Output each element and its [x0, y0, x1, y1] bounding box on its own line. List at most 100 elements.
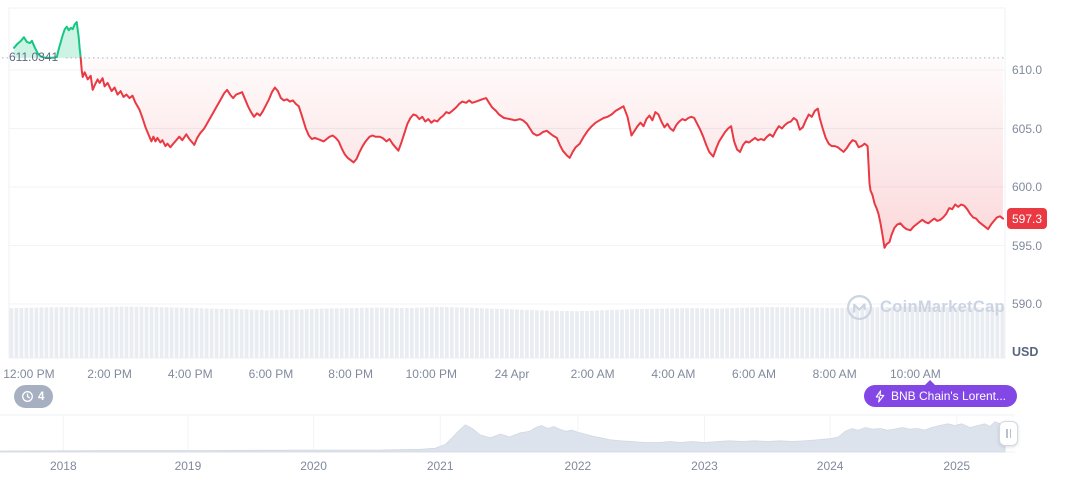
volume-bar	[880, 307, 885, 358]
volume-bar	[229, 309, 234, 358]
volume-bar	[449, 307, 454, 358]
volume-bar	[294, 309, 299, 358]
volume-bar	[520, 309, 524, 358]
volume-bar	[620, 309, 624, 358]
volume-bar	[770, 307, 775, 358]
volume-bar	[720, 308, 724, 358]
volume-bar	[314, 308, 319, 358]
year-label: 2024	[816, 459, 844, 473]
volume-bar	[640, 309, 644, 358]
volume-bar	[565, 311, 569, 358]
volume-bar	[104, 307, 109, 358]
volume-bar	[635, 309, 639, 358]
volume-bar	[625, 309, 629, 358]
volume-bar	[655, 308, 659, 358]
volume-bar	[304, 309, 309, 358]
volume-bar	[750, 307, 754, 358]
volume-bar	[960, 307, 965, 358]
volume-bar	[414, 307, 419, 358]
x-axis-label: 4:00 PM	[167, 367, 213, 381]
volume-bar	[39, 307, 44, 358]
volume-bar	[495, 308, 499, 358]
volume-bar	[49, 307, 54, 358]
volume-bar	[209, 308, 214, 358]
volume-bar	[279, 309, 284, 358]
year-label: 2023	[691, 459, 718, 473]
volume-bar	[299, 309, 304, 358]
year-label: 2018	[49, 459, 77, 473]
volume-bar	[199, 308, 204, 358]
volume-bar	[815, 307, 820, 358]
volume-bar	[885, 307, 890, 358]
volume-bar	[109, 307, 114, 358]
volume-bar	[224, 308, 229, 358]
volume-bar	[254, 309, 259, 358]
volume-bar	[950, 307, 955, 358]
badge-pointer	[924, 380, 936, 386]
volume-bar	[14, 308, 19, 358]
volume-bar	[845, 307, 850, 358]
watermark-text: CoinMarketCap	[880, 298, 1005, 316]
open-price-label: 611.0341	[9, 50, 59, 64]
volume-bar	[99, 307, 104, 358]
volume-bar	[995, 307, 1000, 358]
volume-bar	[119, 306, 124, 358]
volume-bar	[645, 308, 649, 358]
volume-bar	[470, 307, 474, 358]
lightning-icon	[875, 389, 885, 403]
x-axis-label: 24 Apr	[494, 367, 530, 381]
volume-bar	[715, 308, 719, 358]
volume-bar	[369, 307, 374, 358]
volume-bar	[810, 307, 815, 358]
volume-bar	[740, 307, 744, 358]
volume-bar	[289, 309, 294, 358]
volume-bar	[830, 308, 835, 358]
volume-bar	[399, 308, 404, 358]
volume-bar	[169, 307, 174, 358]
y-axis-label: 590.0	[1012, 297, 1043, 311]
volume-bar	[710, 308, 714, 358]
volume-bar	[945, 307, 950, 358]
event-badge-label: BNB Chain's Lorent...	[891, 389, 1007, 403]
volume-bar	[755, 307, 759, 358]
event-badge[interactable]: BNB Chain's Lorent...	[864, 380, 1018, 407]
volume-bar	[575, 311, 579, 358]
history-events-badge[interactable]: 4	[8, 385, 54, 408]
year-label: 2021	[426, 459, 454, 473]
volume-bar	[194, 308, 199, 358]
volume-bar	[89, 307, 94, 358]
volume-bar	[324, 308, 329, 358]
volume-bar	[780, 307, 785, 358]
volume-bar	[775, 307, 780, 358]
navigator-right-handle[interactable]	[999, 421, 1018, 446]
clock-icon	[22, 391, 33, 402]
volume-bar	[665, 308, 669, 358]
volume-bar	[344, 308, 349, 358]
volume-bar	[1000, 307, 1005, 358]
volume-bar	[339, 308, 344, 358]
volume-bar	[605, 310, 609, 358]
volume-bar	[600, 310, 604, 358]
volume-bar	[139, 306, 144, 358]
volume-bar	[975, 307, 980, 358]
volume-bar	[204, 308, 209, 358]
volume-bar	[850, 307, 855, 358]
volume-bar	[394, 307, 399, 358]
last-price-badge: 597.3	[1007, 208, 1047, 230]
volume-bar	[585, 310, 589, 358]
volume-bar	[925, 306, 930, 358]
volume-bar	[219, 308, 224, 358]
volume-bar	[955, 307, 960, 358]
volume-bar	[29, 307, 34, 358]
volume-bar	[545, 310, 549, 358]
volume-bar	[419, 307, 424, 358]
y-axis-label: 610.0	[1012, 63, 1043, 77]
volume-bar	[560, 310, 564, 358]
volume-bar	[179, 307, 184, 358]
volume-bar	[424, 307, 429, 358]
volume-bar	[680, 308, 684, 358]
volume-bar	[630, 309, 634, 358]
currency-label: USD	[1012, 345, 1039, 359]
